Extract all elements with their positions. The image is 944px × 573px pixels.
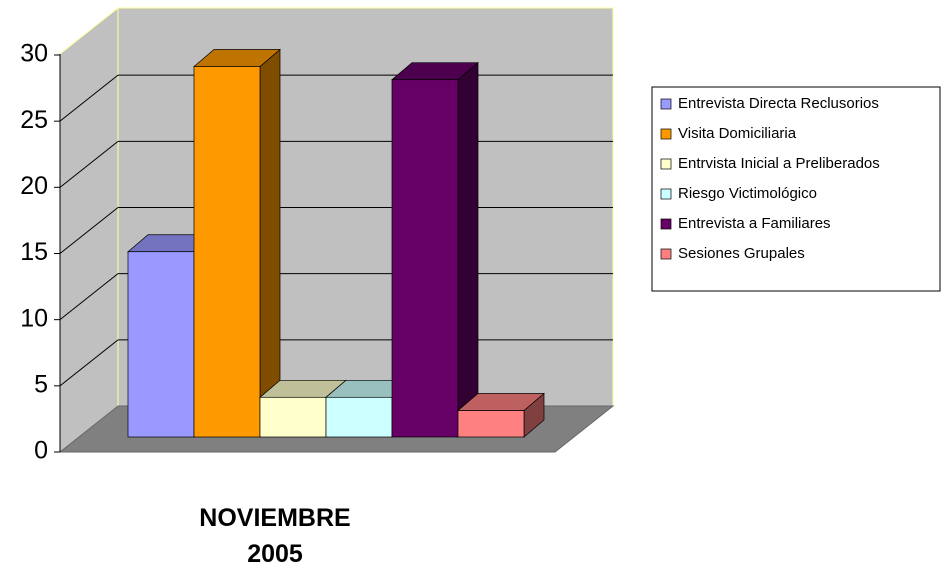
bar [391, 61, 479, 438]
legend-label: Entrevista a Familiares [678, 215, 831, 232]
grid-line [59, 207, 119, 254]
legend-label: Sesiones Grupales [678, 245, 805, 262]
bar-side [259, 48, 281, 438]
legend-label: Entrvista Inicial a Preliberados [678, 155, 880, 172]
bar [457, 392, 545, 438]
legend-label: Visita Domiciliaria [678, 125, 797, 142]
legend-swatch [660, 218, 672, 230]
legend-swatch [660, 188, 672, 200]
grid-line [59, 273, 119, 321]
x-category-label: NOVIEMBRE 2005 [199, 504, 351, 568]
bar-front [325, 396, 393, 438]
legend-box [651, 86, 941, 292]
grid-line [59, 74, 119, 122]
legend-swatch [660, 158, 672, 170]
legend-swatch [660, 98, 672, 110]
y-tick-label: 0 [34, 437, 48, 465]
bar-front [457, 410, 525, 438]
legend-label: Entrevista Directa Reclusorios [678, 95, 879, 112]
bar [193, 48, 281, 438]
y-tick-label: 20 [20, 172, 48, 200]
y-tick-label: 30 [20, 40, 48, 68]
bar-front [259, 396, 327, 438]
y-tick-label: 10 [20, 304, 48, 332]
y-tick-label: 5 [34, 370, 48, 398]
bar-side [457, 61, 479, 438]
y-tick-label: 25 [20, 106, 48, 134]
grid-line [59, 339, 119, 387]
legend-swatch [660, 128, 672, 140]
legend-label: Riesgo Victimológico [678, 185, 817, 202]
bar-front [193, 66, 261, 438]
bar-front [127, 251, 195, 438]
grid-line [59, 140, 119, 188]
legend-swatch [660, 248, 672, 260]
bar-front [391, 79, 459, 438]
y-tick-label: 15 [20, 238, 48, 266]
